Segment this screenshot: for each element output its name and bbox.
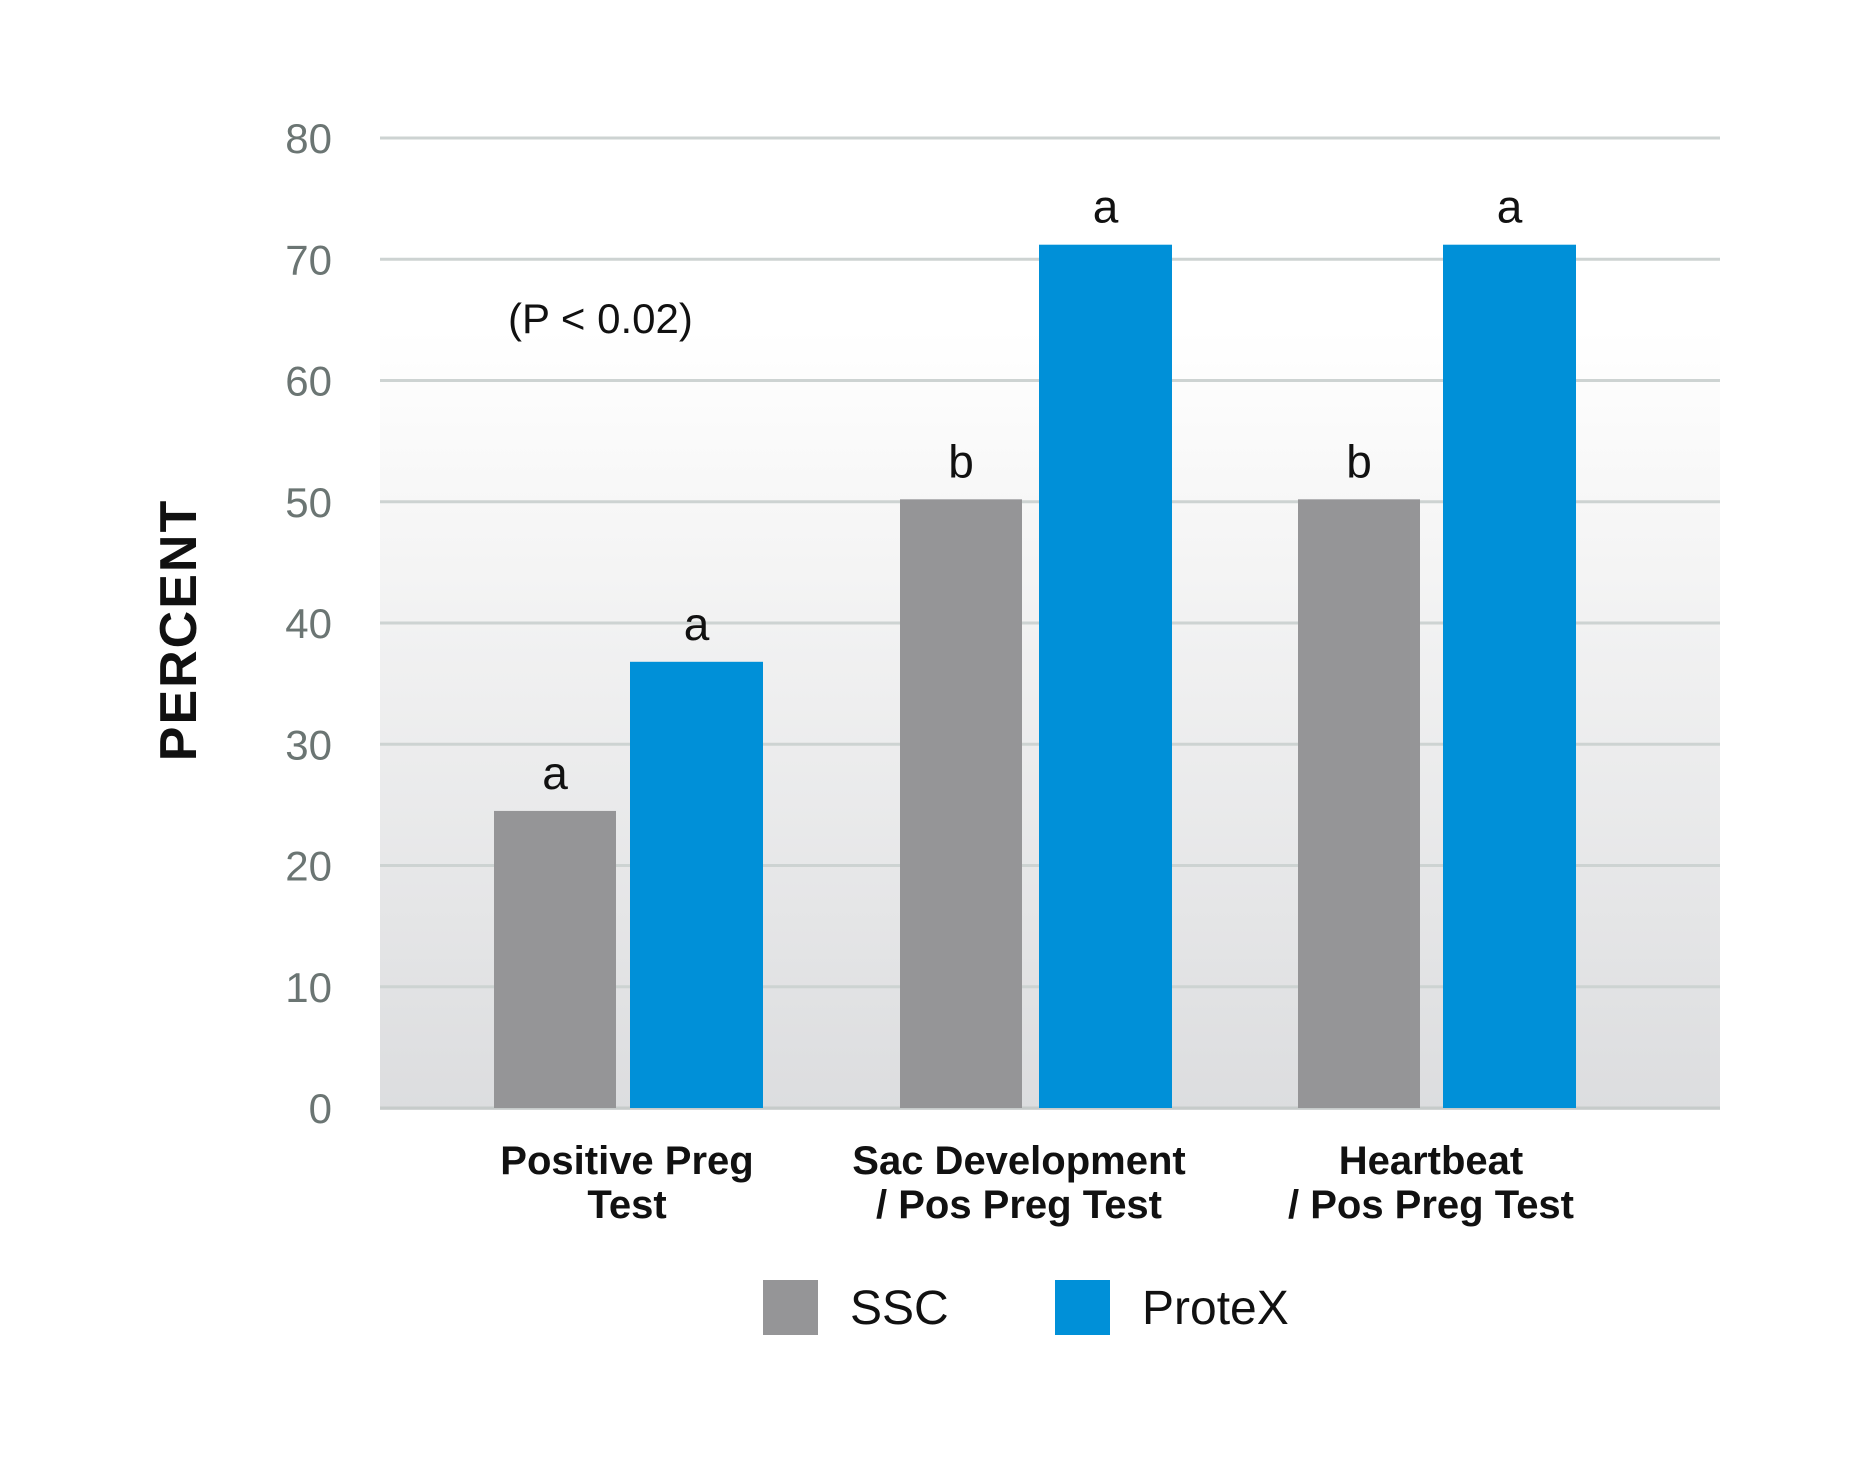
- significance-label: b: [948, 435, 974, 487]
- significance-label: a: [542, 747, 568, 799]
- y-tick-label: 80: [285, 115, 332, 162]
- significance-label: b: [1346, 435, 1372, 487]
- legend: SSC ProteX: [763, 1280, 1289, 1335]
- protex-bar: [1443, 244, 1576, 1108]
- y-axis-label: PERCENT: [150, 499, 208, 761]
- bars: [494, 244, 1576, 1108]
- x-category-label-line: Test: [587, 1183, 666, 1227]
- significance-labels: a b b a a a: [542, 181, 1523, 799]
- significance-label: a: [1497, 181, 1523, 233]
- x-category-label-line: Heartbeat: [1339, 1139, 1524, 1183]
- x-category-label: Sac Development / Pos Preg Test: [852, 1139, 1185, 1227]
- x-category-label: Heartbeat / Pos Preg Test: [1288, 1139, 1574, 1227]
- y-tick-label: 60: [285, 358, 332, 405]
- x-category-label-line: / Pos Preg Test: [1288, 1183, 1574, 1227]
- ssc-bar: [1298, 499, 1420, 1108]
- y-tick-label: 10: [285, 964, 332, 1011]
- x-category-label-line: / Pos Preg Test: [876, 1183, 1162, 1227]
- y-tick-label: 0: [309, 1085, 332, 1132]
- ssc-legend-swatch: [763, 1280, 818, 1335]
- x-category-label-line: Sac Development: [852, 1139, 1185, 1183]
- protex-bar: [1039, 244, 1172, 1108]
- y-tick-label: 50: [285, 479, 332, 526]
- y-tick-label: 30: [285, 721, 332, 768]
- y-axis-ticks: 0 10 20 30 40 50 60 70 80: [285, 115, 332, 1132]
- x-category-label: Positive Preg Test: [500, 1139, 753, 1227]
- x-category-label-line: Positive Preg: [500, 1139, 753, 1183]
- protex-legend-swatch: [1055, 1280, 1110, 1335]
- y-tick-label: 40: [285, 600, 332, 647]
- significance-label: a: [1093, 181, 1119, 233]
- protex-legend-label: ProteX: [1142, 1282, 1289, 1335]
- y-tick-label: 70: [285, 236, 332, 283]
- ssc-bar: [900, 499, 1022, 1108]
- p-value-annotation: (P < 0.02): [508, 295, 693, 342]
- ssc-bar: [494, 810, 616, 1108]
- protex-bar: [630, 661, 763, 1108]
- y-tick-label: 20: [285, 843, 332, 890]
- significance-label: a: [684, 598, 710, 650]
- ssc-legend-label: SSC: [850, 1282, 949, 1335]
